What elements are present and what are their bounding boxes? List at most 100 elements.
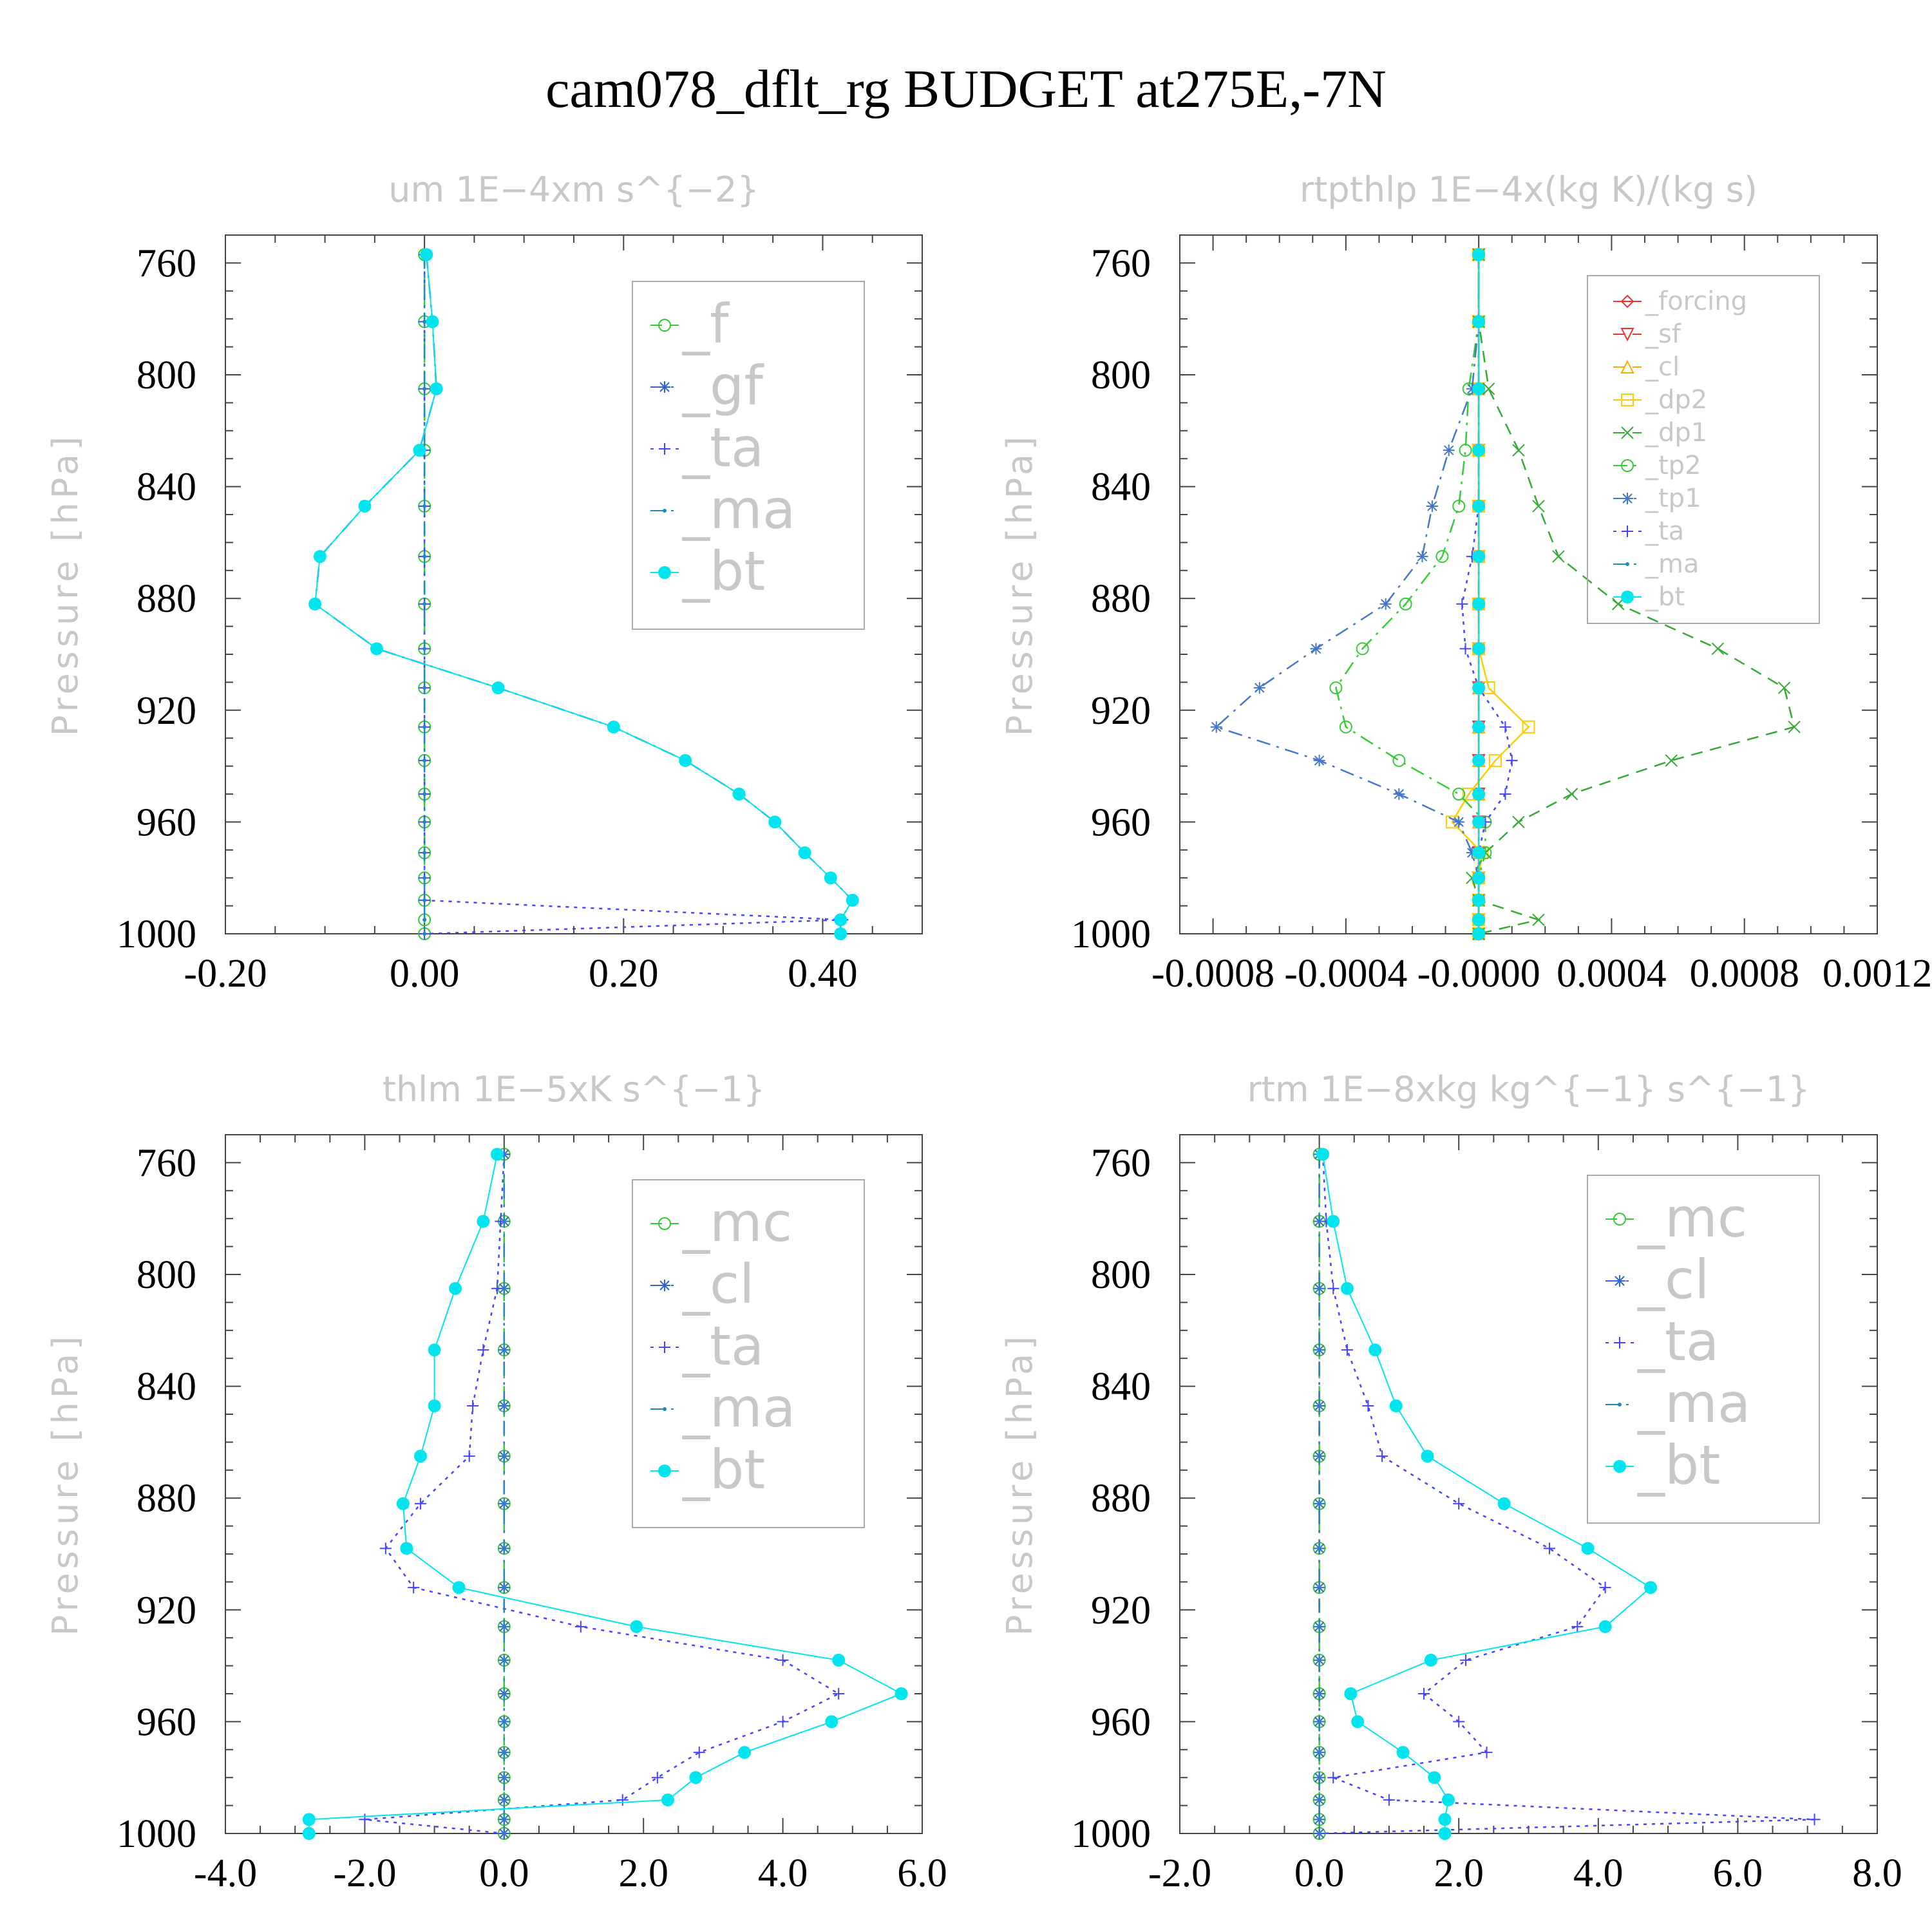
data-point xyxy=(1472,815,1486,829)
legend: _f_gf_ta_ma_bt xyxy=(632,281,865,630)
data-point xyxy=(502,1219,506,1224)
data-point xyxy=(1466,383,1478,395)
data-point xyxy=(422,898,427,902)
data-point xyxy=(1317,1776,1321,1780)
series-line xyxy=(1215,254,1480,934)
x-tick-label: 0.20 xyxy=(589,952,659,996)
data-point xyxy=(1317,1719,1321,1724)
data-point xyxy=(1356,642,1369,656)
series-line xyxy=(423,254,843,935)
data-point xyxy=(477,1215,490,1228)
x-tick-label: 6.0 xyxy=(897,1852,947,1895)
legend-marker xyxy=(1620,328,1634,342)
data-point xyxy=(1599,1582,1611,1594)
y-axis-label: Pressure [hPa] xyxy=(45,433,86,736)
y-tick-label: 760 xyxy=(1091,1141,1151,1185)
legend-box xyxy=(632,1179,865,1528)
data-point xyxy=(502,1692,506,1696)
series-bt xyxy=(1316,1148,1658,1840)
data-point xyxy=(502,1454,506,1459)
data-point xyxy=(1317,1219,1321,1224)
data-point xyxy=(428,1399,441,1412)
data-point xyxy=(1421,1450,1434,1463)
x-tick-label: -0.0008 xyxy=(1151,952,1274,996)
x-tick-label: 0.0008 xyxy=(1689,952,1799,996)
data-point xyxy=(825,1715,838,1728)
data-point xyxy=(1481,1747,1493,1759)
data-point xyxy=(824,871,837,885)
legend-marker xyxy=(663,1407,667,1411)
data-point xyxy=(1316,1148,1330,1161)
legend-marker xyxy=(1620,359,1634,374)
legend-label: _f xyxy=(682,292,730,355)
series-ma xyxy=(1317,1152,1321,1835)
y-tick-label: 920 xyxy=(137,689,196,733)
data-point xyxy=(502,1750,506,1755)
data-point xyxy=(1340,1282,1354,1295)
y-tick-label: 920 xyxy=(137,1589,196,1633)
data-point xyxy=(834,913,848,927)
panel-4: rtm 1E−8xkg kg^{−1} s^{−1} Pressure [hPa]… xyxy=(999,1069,1902,1895)
data-point xyxy=(1438,1827,1452,1840)
legend-label: _bt xyxy=(1637,1434,1720,1497)
data-point xyxy=(379,1542,392,1555)
data-point xyxy=(1253,682,1265,694)
data-point xyxy=(1317,1624,1321,1629)
legend-box xyxy=(1587,275,1820,624)
data-point xyxy=(607,720,620,734)
data-point xyxy=(1472,642,1486,656)
data-point xyxy=(1512,815,1525,829)
data-point xyxy=(1472,444,1486,457)
data-point xyxy=(1317,1817,1321,1822)
data-point xyxy=(1452,499,1466,513)
data-point xyxy=(422,386,427,391)
data-point xyxy=(422,724,427,729)
data-point xyxy=(1317,1348,1321,1352)
data-point xyxy=(1472,597,1486,611)
data-point xyxy=(426,315,439,328)
panel-3: thlm 1E−5xK s^{−1} Pressure [hPa] 760 800 84… xyxy=(45,1069,947,1895)
legend-box xyxy=(632,281,865,630)
data-point xyxy=(1453,1497,1465,1510)
legend-label: _ta xyxy=(1637,1310,1719,1373)
legend-marker xyxy=(1621,459,1634,472)
data-point xyxy=(679,753,692,767)
series-gf xyxy=(309,249,858,940)
data-point xyxy=(1565,788,1578,800)
data-point xyxy=(1317,1546,1321,1551)
data-point xyxy=(463,1450,475,1463)
y-tick-label: 760 xyxy=(137,1141,196,1185)
data-point xyxy=(1452,788,1466,800)
data-point xyxy=(422,918,427,922)
y-tick-label: 840 xyxy=(1091,1365,1151,1409)
data-point xyxy=(1441,1793,1455,1806)
data-point xyxy=(313,550,327,564)
data-point xyxy=(574,1620,587,1633)
data-point xyxy=(1210,721,1222,733)
series-bt xyxy=(1472,248,1486,940)
legend: _forcing _sf_cl_dp2_dp1 _tp2 _tp1 _ta_ma_bt xyxy=(1587,275,1820,624)
data-point xyxy=(502,1286,506,1291)
data-point xyxy=(1362,1399,1374,1412)
data-point xyxy=(490,1148,504,1161)
y-tick-label: 920 xyxy=(1091,689,1151,733)
data-point xyxy=(449,1282,462,1295)
data-point xyxy=(1344,1687,1358,1700)
data-point xyxy=(1644,1581,1658,1595)
data-point xyxy=(1482,382,1495,395)
data-point xyxy=(1317,1454,1321,1459)
data-point xyxy=(1543,1542,1555,1555)
data-point xyxy=(1341,1344,1353,1356)
data-point xyxy=(1339,720,1352,734)
y-tick-label: 840 xyxy=(1091,466,1151,509)
series-line xyxy=(1322,1154,1652,1833)
legend-label: _cl xyxy=(1645,352,1680,382)
data-point xyxy=(1777,681,1791,694)
data-point xyxy=(768,815,782,829)
data-point xyxy=(1472,382,1486,395)
data-point xyxy=(413,444,426,457)
data-point xyxy=(430,382,443,395)
series-ta xyxy=(1313,1148,1821,1839)
data-point xyxy=(1506,754,1518,766)
y-tick-label: 760 xyxy=(137,242,196,285)
